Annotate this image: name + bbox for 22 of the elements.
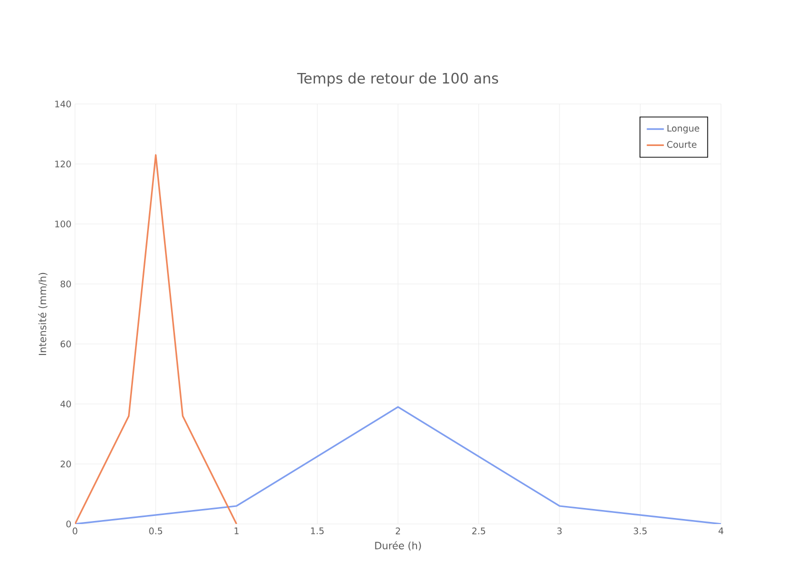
x-tick-label: 0.5 (149, 528, 162, 534)
x-tick-label: 3.5 (634, 528, 647, 534)
y-tick-label: 140 (55, 100, 71, 108)
y-axis-title: Intensité (mm/h) (38, 272, 48, 355)
x-tick-label: 3 (557, 528, 562, 534)
x-tick-label: 2.5 (472, 528, 486, 534)
y-tick-label: 0 (66, 520, 71, 528)
x-tick-label: 2 (396, 528, 400, 534)
y-tick-label: 20 (60, 460, 71, 468)
legend-label: Courte (667, 141, 696, 148)
legend-label: Longue (668, 124, 700, 134)
y-tick-label: 60 (60, 340, 71, 348)
x-tick-label: 4 (718, 528, 724, 534)
x-tick-label: 1.5 (311, 528, 324, 534)
y-tick-label: 80 (60, 280, 71, 288)
chart-title: Temps de retour de 100 ans (297, 72, 498, 86)
x-tick-label: 1 (234, 528, 239, 534)
x-axis-title: Durée (h) (375, 541, 421, 551)
y-tick-label: 100 (55, 220, 71, 228)
x-tick-label: 0 (72, 528, 78, 534)
y-tick-label: 120 (55, 160, 71, 168)
y-tick-label: 40 (60, 400, 71, 408)
